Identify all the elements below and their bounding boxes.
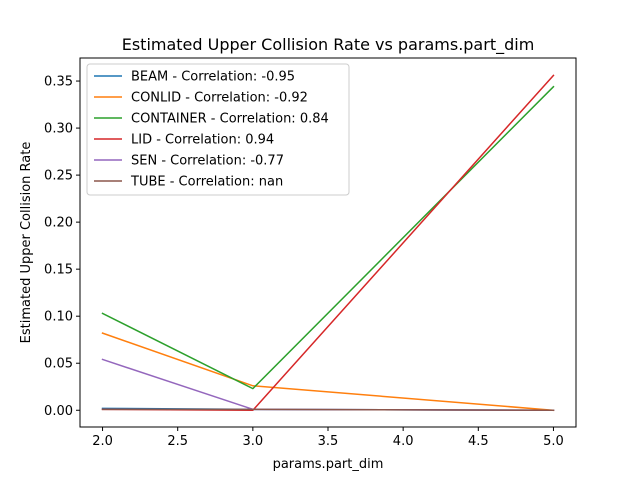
y-tick-label: 0.30 [44, 122, 73, 137]
series-line-5 [101, 408, 555, 412]
x-tick-label: 4.5 [468, 434, 489, 449]
y-tick-label: 0.10 [44, 310, 73, 325]
y-tick-label: 0.25 [44, 169, 73, 184]
legend-entry-4: SEN - Correlation: -0.77 [131, 154, 284, 169]
y-tick-label: 0.00 [44, 404, 73, 419]
plot-lines [101, 74, 555, 412]
x-axis-label: params.part_dim [273, 457, 384, 472]
y-axis-ticks: 0.00 0.05 0.10 0.15 0.20 0.25 0.30 0.35 [44, 75, 80, 419]
x-tick-label: 3.5 [318, 434, 339, 449]
x-tick-label: 3.0 [243, 434, 264, 449]
legend-entry-2: CONTAINER - Correlation: 0.84 [131, 112, 329, 127]
y-tick-label: 0.05 [44, 357, 73, 372]
y-tick-label: 0.15 [44, 263, 73, 278]
y-tick-label: 0.35 [44, 75, 73, 90]
series-line-1 [101, 332, 555, 412]
x-tick-label: 5.0 [543, 434, 564, 449]
series-line-4 [101, 358, 555, 412]
legend: BEAM - Correlation: -0.95 CONLID - Correl… [86, 63, 350, 196]
legend-entry-1: CONLID - Correlation: -0.92 [131, 91, 308, 106]
legend-entry-3: LID - Correlation: 0.94 [131, 133, 274, 148]
y-axis-label: Estimated Upper Collision Rate [19, 142, 34, 344]
x-tick-label: 2.5 [167, 434, 188, 449]
x-axis-ticks: 2.0 2.5 3.0 3.5 4.0 4.5 5.0 [92, 427, 564, 449]
legend-entry-5: TUBE - Correlation: nan [130, 175, 283, 190]
legend-entry-0: BEAM - Correlation: -0.95 [131, 70, 295, 85]
y-tick-label: 0.20 [44, 216, 73, 231]
x-tick-label: 2.0 [92, 434, 113, 449]
chart-title: Estimated Upper Collision Rate vs params… [122, 35, 535, 55]
x-tick-label: 4.0 [393, 434, 414, 449]
legend-box [86, 63, 350, 196]
